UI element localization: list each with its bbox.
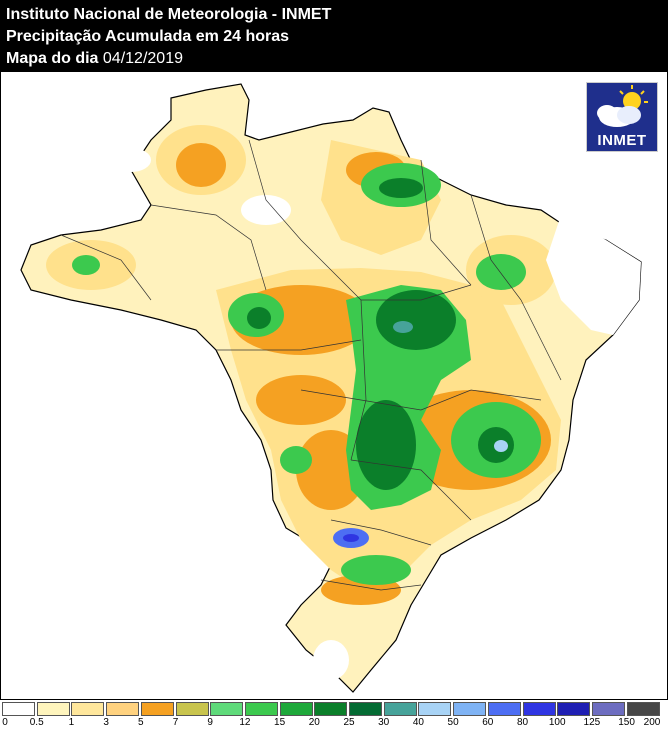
legend-tick-label: 0.5 <box>29 717 44 728</box>
legend-swatch <box>349 702 382 716</box>
legend-swatch <box>36 702 70 716</box>
legend-tick-label: 80 <box>516 717 529 728</box>
legend-tick-label: 20 <box>308 717 320 728</box>
product-title: Precipitação Acumulada em 24 horas <box>6 28 290 45</box>
legend-tick-label: 7 <box>172 717 179 728</box>
legend-tick-label: 60 <box>482 717 494 728</box>
legend-swatch <box>453 702 487 716</box>
legend-swatch <box>106 702 140 716</box>
institute-title: Instituto Nacional de Meteorologia - INM… <box>6 6 332 23</box>
inmet-logo: INMET <box>586 82 658 152</box>
legend-tick-label: 30 <box>378 717 390 728</box>
precipitation-map <box>0 72 668 700</box>
legend-swatch <box>557 702 591 716</box>
legend-swatch <box>2 702 35 716</box>
legend-swatch <box>175 702 209 716</box>
legend-tick-label: 100 <box>548 717 566 728</box>
legend-tick-label: 40 <box>412 717 424 728</box>
map-date: 04/12/2019 <box>102 50 183 67</box>
legend-tick-label: 3 <box>103 717 109 728</box>
map-date-prefix: Mapa do dia <box>6 50 99 67</box>
legend-tick-label: 50 <box>447 717 459 728</box>
legend-swatch <box>418 702 452 716</box>
legend-swatch <box>71 702 105 716</box>
rain-dark-areas <box>247 178 514 490</box>
legend-swatch <box>383 702 417 716</box>
logo-text: INMET <box>597 132 647 149</box>
legend-swatch <box>210 702 244 716</box>
legend-swatch <box>522 702 556 716</box>
legend-tick-label: 12 <box>239 717 251 728</box>
legend-tick-label: 150 <box>618 717 635 728</box>
state-borders <box>60 139 562 591</box>
legend-swatch <box>314 702 348 716</box>
legend-swatch <box>626 702 660 716</box>
brazil-map-svg <box>20 83 642 693</box>
legend-swatch <box>244 702 278 716</box>
legend-swatch <box>279 702 313 716</box>
legend-swatch <box>591 702 625 716</box>
precipitation-legend: 0 0.5 1 3 5 7 9 12 15 20 25 30 40 50 60 80 100 125 150 200 <box>0 700 668 731</box>
legend-swatch <box>487 702 521 716</box>
legend-swatch <box>140 702 174 716</box>
sun-cloud-icon <box>597 85 648 127</box>
map-header: Instituto Nacional de Meteorologia - INM… <box>0 0 668 72</box>
legend-tick-label: 125 <box>583 717 601 728</box>
rain-heavy-spot-parana-core <box>343 534 359 542</box>
legend-tick-label: 0 <box>2 717 8 728</box>
dry-areas <box>111 148 641 680</box>
legend-tick-label: 9 <box>207 717 213 728</box>
legend-tick-label: 5 <box>138 717 144 728</box>
rain-spot-goias <box>393 321 413 333</box>
legend-tick-label: 25 <box>343 717 355 728</box>
legend-tick-label: 15 <box>274 717 286 728</box>
legend-tick-label: 1 <box>68 717 75 728</box>
map-date-line: Mapa do dia 04/12/2019 <box>6 48 662 70</box>
rain-spot-minas <box>494 440 508 452</box>
legend-tick-label: 200 <box>643 717 661 728</box>
